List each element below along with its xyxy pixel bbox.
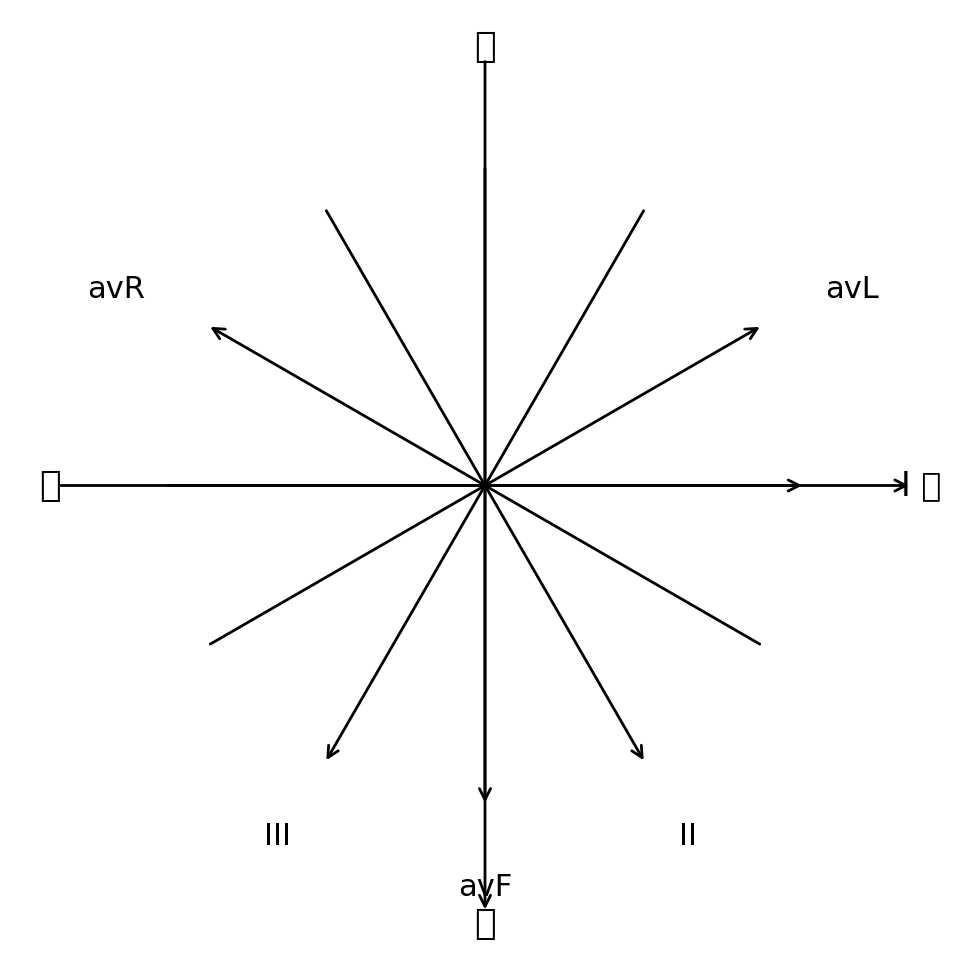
Text: I 左: I 左 <box>899 469 940 502</box>
Text: 上: 上 <box>474 29 495 63</box>
Text: 右: 右 <box>39 468 60 503</box>
Text: 下: 下 <box>474 908 495 942</box>
Text: avR: avR <box>86 275 144 304</box>
Text: II: II <box>678 821 697 851</box>
Text: avF: avF <box>457 874 512 902</box>
Text: avL: avL <box>825 275 878 304</box>
Text: III: III <box>264 821 291 851</box>
